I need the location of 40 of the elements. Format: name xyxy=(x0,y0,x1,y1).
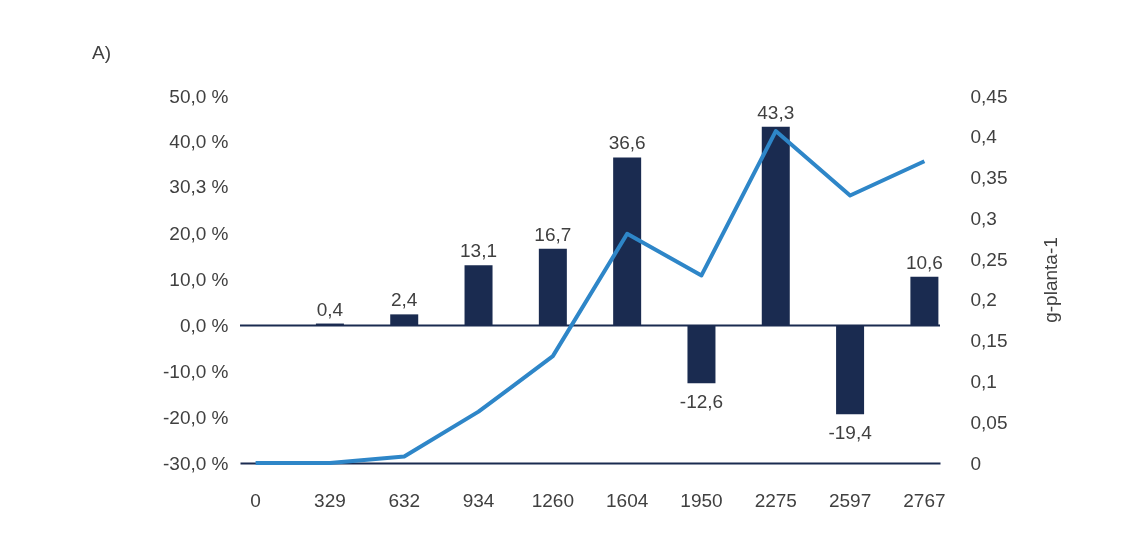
data-label: -19,4 xyxy=(828,422,873,444)
x-tick-label: 2767 xyxy=(903,489,946,511)
y-tick-label: -10,0 % xyxy=(163,360,229,382)
y2-axis-title: g-planta-1 xyxy=(1039,237,1061,323)
y2-tick-label: 0,05 xyxy=(970,411,1008,433)
y-tick-label: 30,3 % xyxy=(169,175,229,197)
y2-tick-label: 0,4 xyxy=(970,126,998,148)
x-tick-label: 0 xyxy=(250,489,261,511)
y-tick-label: 50,0 % xyxy=(169,85,229,107)
y2-tick-label: 0,25 xyxy=(970,248,1008,270)
y2-tick-label: 0,1 xyxy=(970,370,997,392)
chart-title: A) xyxy=(92,42,111,63)
data-label: 36,6 xyxy=(608,132,646,154)
data-label: 13,1 xyxy=(460,240,498,262)
y-tick-label: -30,0 % xyxy=(163,452,229,474)
y2-tick-label: 0,35 xyxy=(970,167,1008,189)
x-tick-label: 632 xyxy=(388,489,421,511)
x-tick-label: 329 xyxy=(314,489,346,511)
x-tick-label: 2275 xyxy=(754,489,797,511)
data-label: 43,3 xyxy=(757,101,795,123)
y2-tick-label: 0,15 xyxy=(970,330,1008,352)
y-tick-label: 0,0 % xyxy=(179,314,229,336)
x-tick-label: 934 xyxy=(462,489,495,511)
y2-tick-label: 0 xyxy=(970,452,982,474)
y2-tick-label: 0,45 xyxy=(970,85,1008,107)
x-tick-label: 1604 xyxy=(606,489,649,511)
data-label: 10,6 xyxy=(905,251,943,273)
y2-tick-label: 0,3 xyxy=(970,207,997,229)
data-label: 2,4 xyxy=(391,289,418,311)
y-tick-label: -20,0 % xyxy=(163,406,229,428)
data-label: -12,6 xyxy=(679,391,724,413)
y-tick-label: 10,0 % xyxy=(169,269,229,290)
y-tick-label: 40,0 % xyxy=(169,131,229,153)
x-tick-label: 1260 xyxy=(531,489,574,511)
x-tick-label: 2597 xyxy=(828,489,872,511)
data-label: 16,7 xyxy=(534,223,572,245)
x-tick-label: 1950 xyxy=(680,489,723,511)
y2-tick-label: 0,2 xyxy=(970,289,997,311)
data-label: 0,4 xyxy=(316,298,344,320)
y-tick-label: 20,0 % xyxy=(169,223,229,245)
